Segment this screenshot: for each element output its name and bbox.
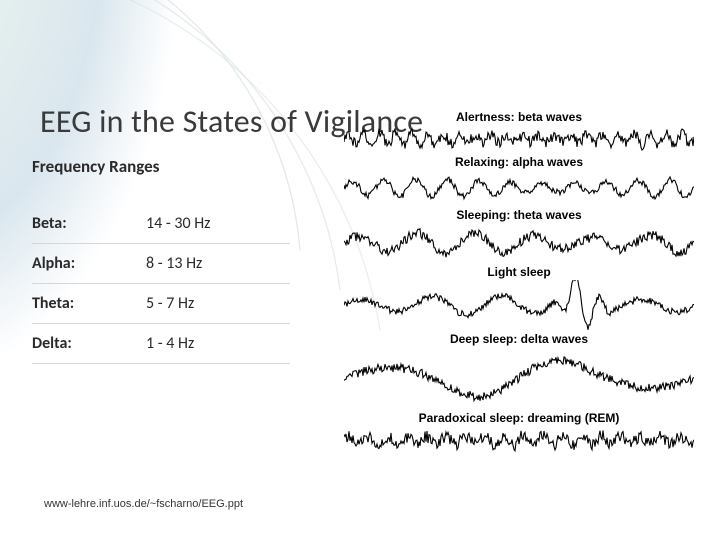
citation-text: www-lehre.inf.uos.de/~fscharno/EEG.ppt: [44, 498, 243, 510]
freq-value: 5 - 7 Hz: [146, 284, 290, 324]
frequency-table: Beta:14 - 30 HzAlpha:8 - 13 HzTheta:5 - …: [32, 204, 290, 364]
eeg-wave-label: Paradoxical sleep: dreaming (REM): [344, 411, 694, 425]
eeg-wave-trace: [344, 347, 694, 409]
table-row: Delta:1 - 4 Hz: [32, 324, 290, 364]
eeg-wave-label: Alertness: beta waves: [344, 110, 694, 124]
eeg-wave-trace: [344, 223, 694, 263]
freq-label: Delta:: [32, 324, 146, 364]
freq-label: Theta:: [32, 284, 146, 324]
eeg-wave-trace: [344, 170, 694, 206]
table-row: Alpha:8 - 13 Hz: [32, 244, 290, 284]
eeg-wave-label: Relaxing: alpha waves: [344, 155, 694, 169]
freq-value: 14 - 30 Hz: [146, 204, 290, 244]
eeg-wave-block: Relaxing: alpha waves: [344, 155, 694, 206]
eeg-wave-label: Deep sleep: delta waves: [344, 332, 694, 346]
eeg-wave-label: Sleeping: theta waves: [344, 208, 694, 222]
eeg-waves-panel: Alertness: beta waves Relaxing: alpha wav…: [344, 110, 694, 524]
eeg-wave-block: Paradoxical sleep: dreaming (REM): [344, 411, 694, 454]
freq-value: 8 - 13 Hz: [146, 244, 290, 284]
table-row: Beta:14 - 30 Hz: [32, 204, 290, 244]
freq-label: Alpha:: [32, 244, 146, 284]
eeg-wave-block: Deep sleep: delta waves: [344, 332, 694, 409]
eeg-wave-label: Light sleep: [344, 265, 694, 279]
eeg-wave-trace: [344, 125, 694, 153]
freq-value: 1 - 4 Hz: [146, 324, 290, 364]
eeg-wave-trace: [344, 280, 694, 330]
section-subtitle: Frequency Ranges: [32, 156, 159, 177]
eeg-wave-block: Alertness: beta waves: [344, 110, 694, 153]
table-row: Theta:5 - 7 Hz: [32, 284, 290, 324]
eeg-wave-trace: [344, 426, 694, 454]
eeg-wave-block: Light sleep: [344, 265, 694, 330]
freq-label: Beta:: [32, 204, 146, 244]
eeg-wave-block: Sleeping: theta waves: [344, 208, 694, 263]
